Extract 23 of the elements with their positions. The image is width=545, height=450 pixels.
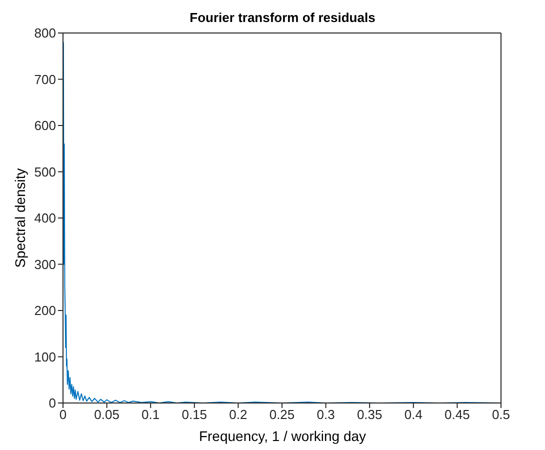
- y-tick-label: 800: [34, 26, 56, 41]
- x-tick-label: 0.35: [356, 407, 382, 422]
- x-tick-label: 0.15: [182, 407, 208, 422]
- x-tick-label: 0.5: [492, 407, 510, 422]
- x-tick-label: 0.4: [404, 407, 422, 422]
- y-tick-label: 600: [34, 118, 56, 134]
- chart-title: Fourier transform of residuals: [188, 10, 376, 25]
- x-tick-label: 0.05: [94, 407, 120, 422]
- y-tick-label: 500: [34, 164, 56, 180]
- y-tick-label: 100: [34, 349, 56, 364]
- y-tick-label: 300: [34, 256, 56, 272]
- x-tick-label: 0.3: [316, 407, 335, 422]
- x-tick-label: 0.2: [229, 407, 248, 422]
- x-tick-label: 0.1: [142, 407, 160, 422]
- y-axis-title: Spectral density: [12, 168, 28, 268]
- x-tick-label: 0.45: [444, 407, 470, 422]
- x-axis-title: Frequency, 1 / working day: [198, 428, 368, 444]
- y-tick-label: 0: [48, 396, 56, 411]
- x-tick-label: 0.25: [269, 407, 295, 422]
- y-tick-label: 700: [34, 72, 56, 87]
- x-tick-label: 0: [59, 407, 67, 422]
- y-tick-label: 400: [34, 210, 56, 226]
- y-tick-label: 200: [34, 303, 56, 318]
